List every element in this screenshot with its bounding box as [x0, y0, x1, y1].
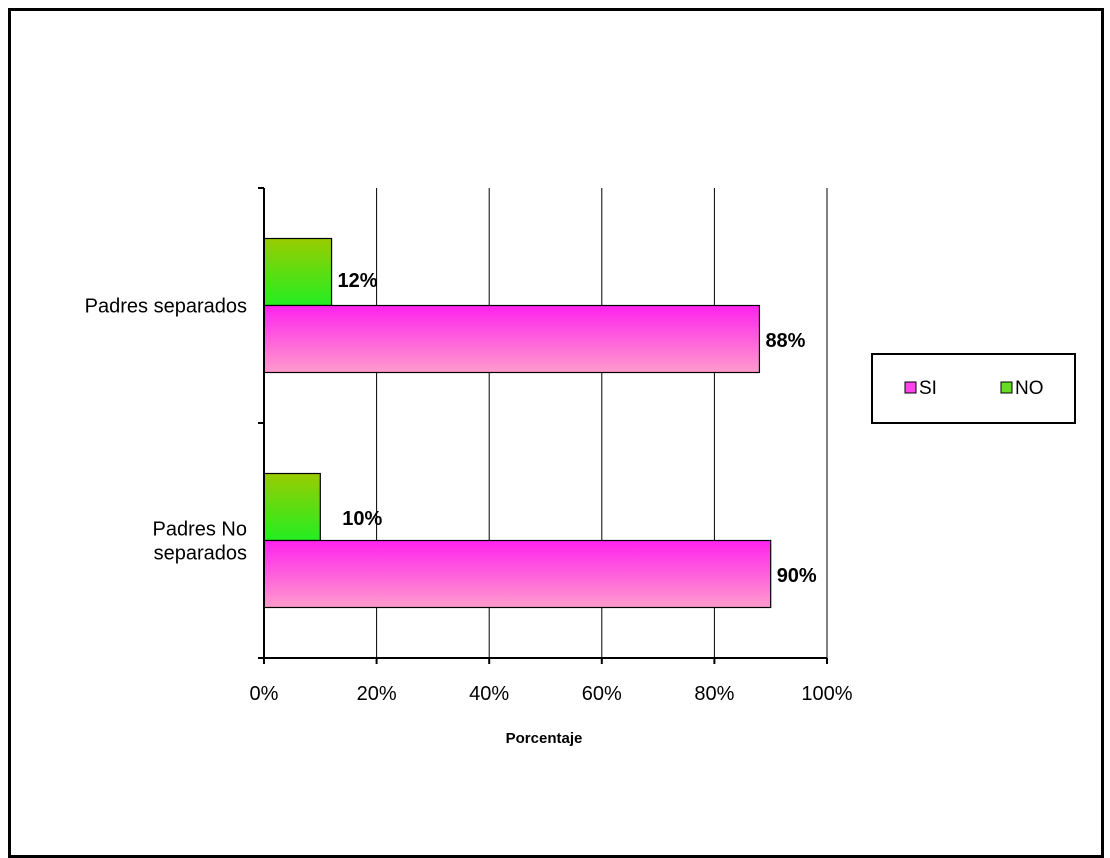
legend-label-no: NO — [1015, 378, 1044, 399]
x-tick-label: 20% — [357, 683, 397, 705]
bar-si — [263, 539, 772, 609]
x-axis-title: Porcentaje — [506, 730, 583, 747]
x-tick-label: 100% — [801, 683, 852, 705]
legend: SI NO — [871, 353, 1076, 424]
bar-no — [263, 237, 333, 307]
category-label: Padres separados — [85, 296, 247, 318]
category-label: Padres No — [153, 519, 248, 541]
axes — [258, 187, 828, 664]
x-tick-label: 40% — [469, 683, 509, 705]
x-tick-label: 80% — [694, 683, 734, 705]
labels: 0% 20% 40% 60% 80% 100% 12% 88% Padres separados… — [85, 270, 853, 705]
legend-swatch-no — [1000, 381, 1013, 394]
legend-box — [871, 353, 1076, 424]
data-label-no: 10% — [342, 508, 382, 530]
chart-frame — [8, 8, 1104, 858]
bar-no — [263, 472, 321, 542]
bar-si — [263, 304, 761, 374]
data-label-si: 88% — [765, 330, 805, 352]
bars — [263, 237, 772, 609]
data-label-no: 12% — [338, 270, 378, 292]
category-label: separados — [154, 543, 247, 565]
data-label-si: 90% — [777, 565, 817, 587]
x-tick-label: 0% — [250, 683, 279, 705]
legend-swatch-si — [904, 381, 917, 394]
legend-label-si: SI — [919, 378, 937, 399]
x-tick-label: 60% — [582, 683, 622, 705]
